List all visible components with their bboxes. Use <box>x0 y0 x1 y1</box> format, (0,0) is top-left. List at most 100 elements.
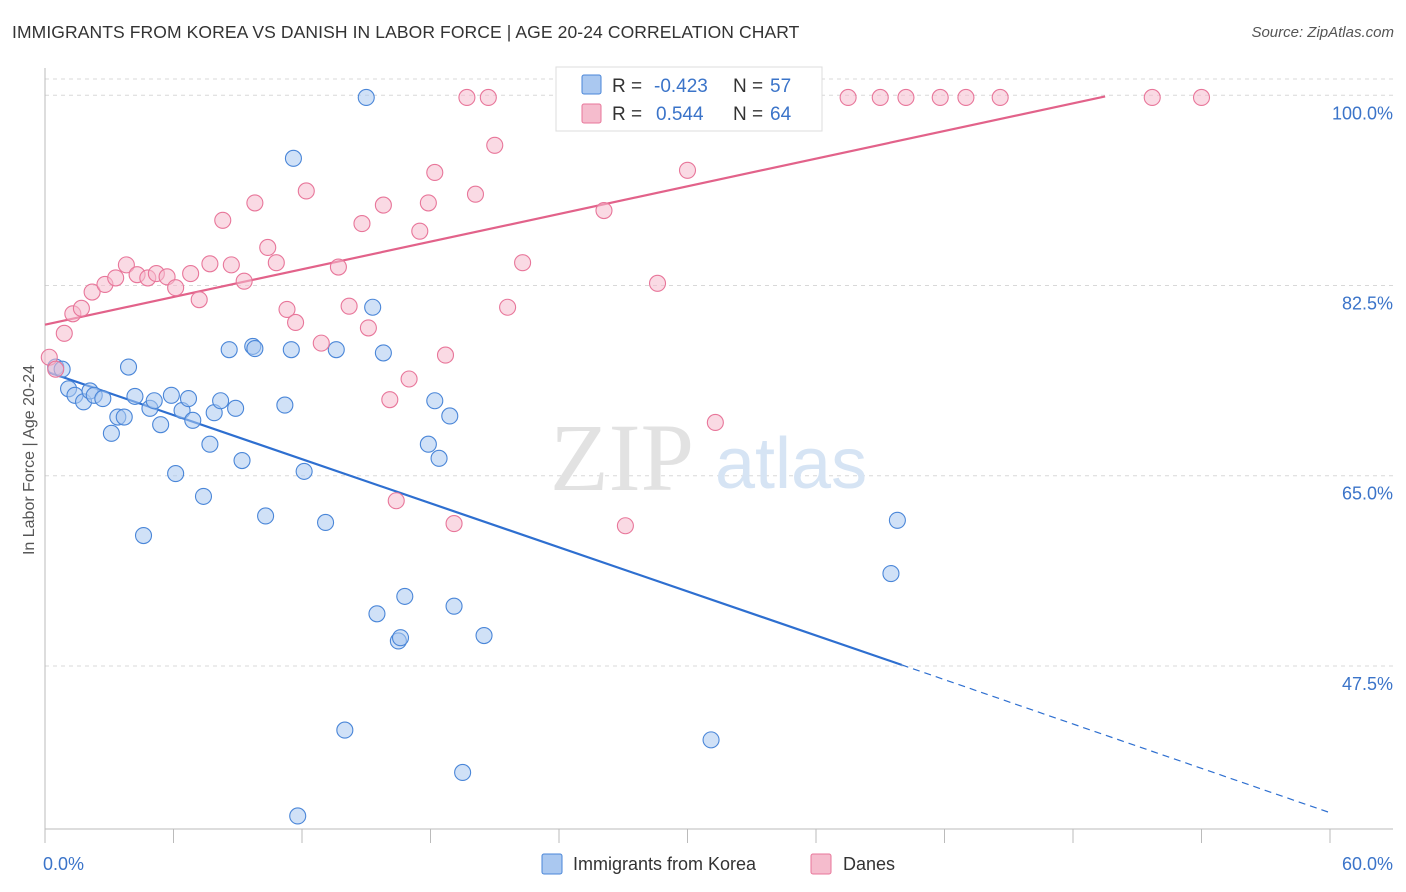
korea-point <box>426 392 444 410</box>
korea-point <box>276 396 294 414</box>
danes-point <box>426 163 444 182</box>
korea-point <box>201 435 219 453</box>
danes-point <box>499 298 517 316</box>
korea-point <box>289 807 307 825</box>
danes-point <box>411 222 429 240</box>
korea-point <box>227 399 245 417</box>
danes-point <box>259 238 277 257</box>
danes-point <box>329 258 347 276</box>
danes-point <box>648 274 667 292</box>
danes-point <box>222 256 240 274</box>
danes-point <box>436 346 455 364</box>
danes-point <box>190 291 208 309</box>
danes-point <box>486 136 504 154</box>
korea-point <box>134 526 153 545</box>
y-tick-label: 65.0% <box>1342 484 1393 504</box>
danes-point <box>117 256 135 274</box>
danes-point <box>419 194 437 212</box>
korea-point <box>374 344 392 362</box>
danes-point <box>616 517 634 535</box>
danes-point <box>201 255 219 273</box>
korea-point <box>126 387 144 405</box>
korea-point <box>475 626 493 645</box>
series-legend-label-korea: Immigrants from Korea <box>573 854 757 874</box>
korea-point <box>882 565 900 583</box>
stats-n-value-blue: 57 <box>770 76 791 97</box>
danes-point <box>957 88 975 107</box>
danes-point <box>871 88 889 107</box>
danes-point <box>466 185 485 203</box>
chart-title: IMMIGRANTS FROM KOREA VS DANISH IN LABOR… <box>12 22 800 42</box>
danes-point <box>182 265 200 283</box>
korea-point <box>282 341 300 359</box>
series-legend-label-danes: Danes <box>843 854 895 874</box>
danes-point <box>72 299 90 317</box>
korea-point <box>194 487 213 505</box>
korea-point <box>184 411 202 429</box>
stats-legend: R = -0.423 N = 57 R = 0.544 N = 64 <box>555 66 823 132</box>
danes-point <box>359 319 377 337</box>
korea-point <box>246 340 264 358</box>
series-legend: Immigrants from Korea Danes <box>541 853 895 875</box>
chart-source: Source: ZipAtlas.com <box>1251 24 1394 41</box>
danes-point <box>267 254 285 272</box>
stats-r-label-blue: R = <box>612 76 642 97</box>
korea-point <box>152 416 170 434</box>
gridlines <box>45 78 1393 667</box>
korea-point <box>391 629 410 647</box>
danes-point <box>931 88 949 107</box>
danes-point <box>83 283 101 301</box>
danes-point <box>400 370 418 388</box>
danes-point <box>167 279 185 297</box>
korea-point <box>179 390 198 408</box>
danes-point <box>1192 88 1211 107</box>
y-tick-label: 47.5% <box>1342 674 1393 694</box>
korea-point <box>94 390 112 408</box>
stats-r-label-pink: R = <box>612 104 642 125</box>
danes-point <box>312 334 330 352</box>
danes-point <box>214 211 232 229</box>
danes-point <box>839 88 857 107</box>
danes-point <box>458 88 476 107</box>
korea-point <box>284 149 302 167</box>
danes-point <box>340 297 358 315</box>
korea-point <box>441 407 459 425</box>
korea-point <box>220 341 238 359</box>
stats-n-label-pink: N = <box>733 104 763 125</box>
danes-point <box>595 201 613 220</box>
danes-point <box>107 269 125 287</box>
korea-point <box>888 511 906 529</box>
korea-point <box>430 449 448 467</box>
series-legend-swatch-danes <box>810 853 832 875</box>
danes-point <box>897 88 915 107</box>
korea-point <box>396 587 414 605</box>
data-points <box>40 88 1211 825</box>
danes-point <box>381 391 399 409</box>
x-tick-labels: 0.0% 60.0% <box>43 854 1393 874</box>
danes-trend-line <box>44 95 1106 326</box>
stats-r-value-pink: 0.544 <box>656 104 704 125</box>
korea-point <box>419 435 437 453</box>
korea-point <box>327 341 345 359</box>
watermark-zip: ZIP <box>550 404 694 511</box>
korea-point <box>702 731 720 749</box>
stats-r-value-blue: -0.423 <box>654 76 708 97</box>
y-axis-title: In Labor Force | Age 20-24 <box>21 365 38 555</box>
korea-point <box>119 358 138 376</box>
x-tick-label: 0.0% <box>43 854 84 874</box>
korea-point <box>212 392 230 410</box>
danes-point <box>479 88 497 107</box>
danes-point <box>374 196 392 214</box>
danes-point <box>297 182 315 200</box>
danes-point <box>678 161 697 179</box>
x-tick-label: 60.0% <box>1342 854 1393 874</box>
danes-point <box>47 360 65 378</box>
danes-point <box>387 492 405 510</box>
stats-n-value-pink: 64 <box>770 104 792 125</box>
korea-point <box>357 88 375 107</box>
series-legend-swatch-korea <box>541 853 563 875</box>
danes-point <box>991 88 1009 107</box>
korea-point <box>257 507 275 525</box>
korea-point <box>233 451 251 470</box>
danes-point <box>1143 88 1161 107</box>
